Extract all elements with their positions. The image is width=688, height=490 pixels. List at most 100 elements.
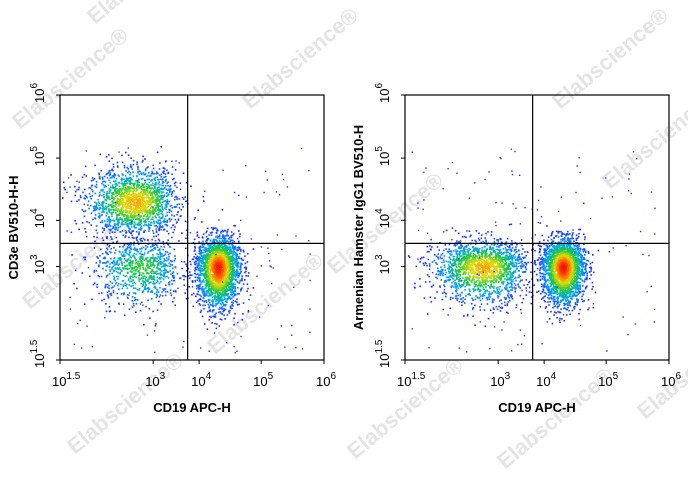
event-point	[94, 192, 97, 195]
event-point	[207, 248, 210, 250]
event-point	[130, 187, 133, 189]
event-point	[237, 257, 240, 260]
event-point	[155, 273, 158, 275]
event-point	[109, 177, 112, 179]
event-point	[209, 253, 212, 255]
event-point	[226, 273, 229, 275]
event-point	[219, 240, 221, 243]
event-point	[217, 257, 220, 260]
event-point	[108, 284, 110, 287]
event-point	[129, 173, 131, 176]
event-point	[170, 218, 173, 221]
event-point	[230, 235, 233, 237]
event-point	[221, 264, 224, 267]
event-point	[138, 278, 141, 281]
event-point	[202, 246, 204, 249]
event-point	[216, 252, 218, 254]
event-point	[227, 228, 229, 231]
event-point	[220, 253, 222, 255]
event-point	[159, 219, 161, 222]
watermark-text: Elabscience®	[342, 352, 468, 463]
event-point	[129, 241, 132, 244]
event-point	[135, 201, 138, 204]
event-point	[185, 229, 188, 231]
event-point	[237, 241, 240, 243]
event-point	[117, 166, 119, 168]
event-point	[158, 249, 161, 251]
event-point	[218, 281, 220, 284]
event-point	[139, 255, 141, 258]
event-point	[151, 201, 154, 204]
event-point	[201, 263, 203, 265]
event-point	[200, 281, 203, 284]
event-point	[208, 266, 211, 269]
event-point	[98, 208, 100, 211]
event-point	[135, 270, 137, 272]
event-point	[120, 194, 122, 197]
event-point	[115, 192, 117, 195]
event-point	[203, 323, 206, 325]
event-point	[219, 318, 222, 321]
event-point	[123, 194, 125, 196]
event-point	[148, 282, 150, 284]
event-point	[222, 266, 224, 269]
event-point	[152, 282, 154, 285]
event-point	[226, 258, 228, 261]
event-point	[161, 295, 164, 297]
event-point	[188, 286, 191, 288]
event-point	[130, 275, 133, 278]
event-point	[126, 166, 129, 169]
event-point	[106, 247, 108, 249]
event-point	[122, 204, 125, 206]
event-point	[118, 175, 120, 178]
event-point	[128, 196, 131, 198]
event-point	[113, 198, 115, 201]
event-point	[110, 294, 113, 297]
event-point	[160, 210, 163, 212]
event-point	[233, 262, 235, 265]
event-point	[111, 197, 114, 199]
event-point	[121, 220, 124, 223]
event-point	[209, 293, 211, 296]
event-point	[130, 166, 133, 168]
event-point	[202, 233, 205, 235]
event-point	[237, 246, 240, 249]
event-point	[124, 249, 126, 252]
event-point	[154, 210, 156, 212]
event-point	[159, 188, 161, 190]
event-point	[157, 190, 159, 193]
event-point	[174, 258, 177, 260]
event-point	[116, 184, 119, 186]
event-point	[205, 301, 208, 303]
event-point	[153, 275, 155, 278]
event-point	[222, 252, 224, 255]
event-point	[83, 256, 85, 259]
event-point	[201, 255, 204, 257]
event-point	[214, 266, 216, 268]
event-point	[127, 197, 130, 199]
event-point	[121, 214, 123, 216]
event-point	[199, 267, 201, 270]
event-point	[146, 269, 148, 271]
event-point	[109, 211, 111, 214]
event-point	[232, 251, 235, 253]
event-point	[219, 306, 221, 309]
event-point	[167, 244, 170, 246]
event-point	[228, 296, 231, 298]
event-point	[246, 261, 249, 263]
event-point	[231, 260, 233, 263]
event-point	[219, 254, 222, 257]
event-point	[205, 251, 207, 253]
event-point	[231, 292, 233, 294]
event-point	[142, 159, 144, 162]
event-point	[162, 248, 164, 251]
event-point	[217, 241, 219, 243]
event-point	[223, 267, 226, 269]
event-point	[136, 210, 138, 213]
event-point	[227, 270, 229, 273]
event-point	[120, 182, 123, 185]
event-point	[150, 222, 152, 224]
event-point	[108, 192, 110, 195]
event-point	[95, 202, 98, 204]
event-point	[119, 200, 122, 202]
